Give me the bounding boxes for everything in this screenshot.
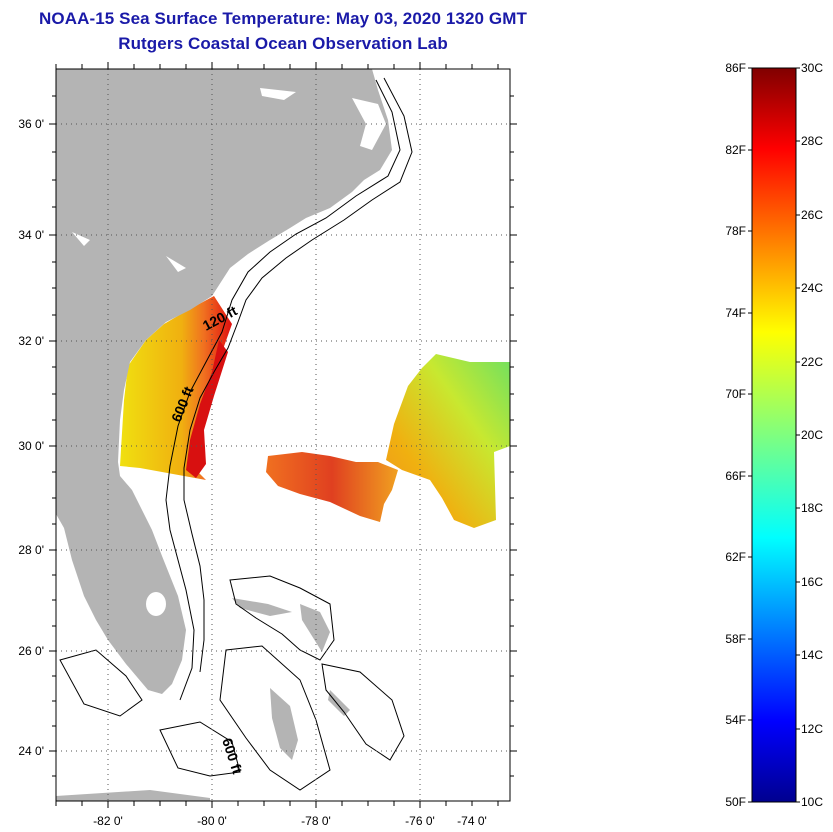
lat-label: 24 0': [18, 744, 44, 758]
chart-title: NOAA-15 Sea Surface Temperature: May 03,…: [39, 9, 527, 28]
contour-bahamas-1: [229, 575, 335, 661]
colorbar-f-label: 74F: [725, 306, 746, 320]
colorbar-f-label: 70F: [725, 387, 746, 401]
sst-swath-east: [386, 354, 510, 528]
colorbar-c-label: 18C: [801, 501, 823, 515]
island-andros: [270, 688, 298, 760]
sst-swath-west: [120, 296, 232, 480]
sound-pamlico: [352, 98, 386, 150]
colorbar-c-label: 10C: [801, 795, 823, 809]
sst-swath-red-core: [186, 340, 228, 478]
lat-label: 28 0': [18, 543, 44, 557]
lat-label: 30 0': [18, 439, 44, 453]
island-cuba-edge: [56, 790, 210, 801]
graticule: [56, 69, 510, 801]
lat-label: 36 0': [18, 117, 44, 131]
colorbar-c-label: 24C: [801, 281, 823, 295]
island-grand-bahama: [232, 598, 292, 616]
map-frame: [55, 68, 511, 802]
colorbar-c-label: 26C: [801, 208, 823, 222]
contour-120ft: [165, 79, 401, 701]
lake-okeechobee: [146, 592, 166, 616]
lon-label: -76 0': [405, 814, 435, 828]
colorbar-c-label: 16C: [801, 575, 823, 589]
lat-label: 26 0': [18, 644, 44, 658]
lon-label: -74 0': [457, 814, 487, 828]
colorbar-ticks: [748, 67, 800, 803]
sst-swath-middle: [266, 452, 398, 522]
colorbar-c-label: 22C: [801, 355, 823, 369]
colorbar-f-label: 50F: [725, 795, 746, 809]
colorbar-c-label: 20C: [801, 428, 823, 442]
contour-bahamas-2: [219, 645, 331, 791]
colorbar: [751, 67, 797, 803]
contour-keys: [59, 649, 143, 717]
land-us-coast: [56, 69, 392, 694]
lon-label: -80 0': [197, 814, 227, 828]
lat-label: 32 0': [18, 334, 44, 348]
colorbar-f-label: 54F: [725, 713, 746, 727]
colorbar-f-label: 86F: [725, 61, 746, 75]
lat-label: 34 0': [18, 228, 44, 242]
lon-label: -78 0': [301, 814, 331, 828]
colorbar-f-label: 66F: [725, 469, 746, 483]
map-ticks: [49, 62, 517, 808]
colorbar-c-label: 14C: [801, 648, 823, 662]
contour-label-600ft-south: 600 ft: [219, 736, 246, 776]
lake-fragment-2: [166, 256, 186, 272]
colorbar-c-label: 12C: [801, 722, 823, 736]
lake-small: [260, 88, 296, 100]
colorbar-f-label: 78F: [725, 224, 746, 238]
contour-bahamas-4: [159, 721, 241, 777]
chart-subtitle: Rutgers Coastal Ocean Observation Lab: [118, 34, 448, 53]
lon-label: -82 0': [93, 814, 123, 828]
colorbar-f-label: 62F: [725, 550, 746, 564]
colorbar-c-label: 30C: [801, 61, 823, 75]
contour-bahamas-3: [321, 663, 405, 761]
colorbar-f-label: 58F: [725, 632, 746, 646]
colorbar-c-label: 28C: [801, 134, 823, 148]
island-abaco: [300, 604, 330, 652]
colorbar-f-label: 82F: [725, 143, 746, 157]
island-eleuthera: [328, 690, 350, 716]
